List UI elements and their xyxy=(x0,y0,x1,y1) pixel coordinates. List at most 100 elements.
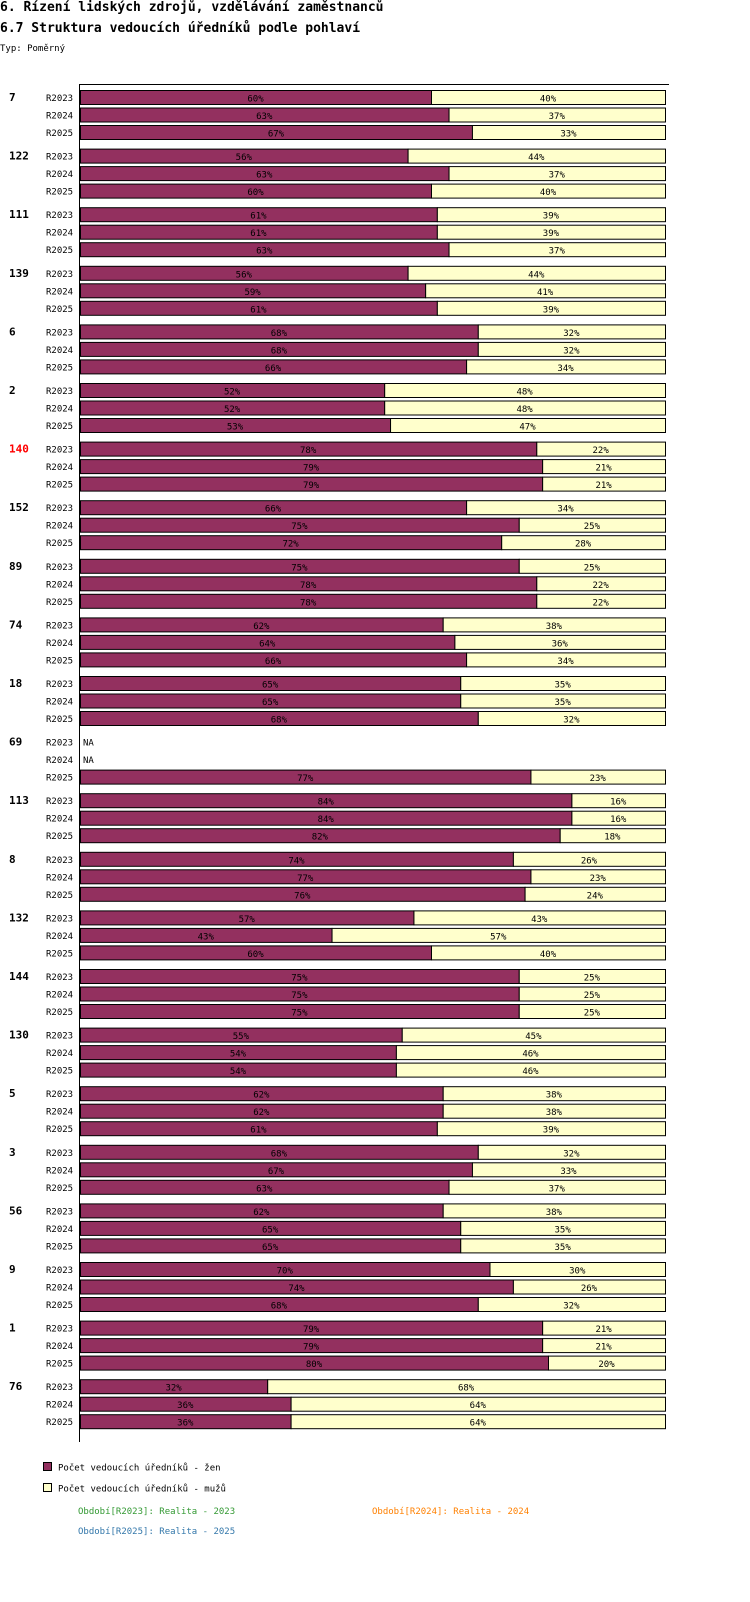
period-label: R2025 xyxy=(46,1067,73,1077)
period-label: R2024 xyxy=(46,1108,73,1118)
data-label-women: 79% xyxy=(303,464,320,474)
period-label: R2024 xyxy=(46,1049,73,1059)
group-label-1: 1 xyxy=(9,1322,16,1335)
data-label-men: 37% xyxy=(549,112,566,122)
bar-men xyxy=(477,324,666,340)
bar-men xyxy=(489,1262,666,1277)
group-label-56: 56 xyxy=(9,1204,23,1217)
bar-men xyxy=(512,851,667,867)
period-label: R2023 xyxy=(46,797,73,807)
bar-men xyxy=(571,810,667,826)
data-label-women: 65% xyxy=(262,698,279,708)
period-label: R2024 xyxy=(46,112,73,122)
data-label-women: 68% xyxy=(271,1149,288,1159)
period-note-2025: Období[R2025]: Realita - 2025 xyxy=(78,1527,235,1537)
data-label-men: 35% xyxy=(554,1243,571,1253)
period-label: R2023 xyxy=(46,446,73,456)
group-label-130: 130 xyxy=(9,1029,29,1042)
period-label: R2024 xyxy=(46,1166,73,1176)
data-label-men: 24% xyxy=(587,891,604,901)
data-label-women: 60% xyxy=(247,950,264,960)
data-label-women: 62% xyxy=(253,622,270,632)
data-label-women: 65% xyxy=(262,1225,279,1235)
data-label-men: 37% xyxy=(549,247,566,257)
bar-men xyxy=(477,711,666,726)
data-label-women: 64% xyxy=(259,639,276,649)
period-label: R2025 xyxy=(46,715,73,725)
period-label: R2023 xyxy=(46,1383,73,1393)
data-label-men: 34% xyxy=(557,364,574,374)
period-label: R2025 xyxy=(46,949,73,959)
period-label: R2025 xyxy=(46,363,73,373)
period-label: R2025 xyxy=(46,246,73,256)
bar-men xyxy=(542,1338,667,1354)
group-label-9: 9 xyxy=(9,1263,16,1276)
bar-men xyxy=(331,927,666,943)
period-label: R2024 xyxy=(46,229,73,239)
legend-swatch xyxy=(43,1483,52,1492)
data-label-women: 61% xyxy=(250,212,267,222)
group-label-18: 18 xyxy=(9,677,22,690)
data-label-men: 41% xyxy=(537,288,554,298)
data-label-men: 26% xyxy=(581,1284,598,1294)
data-label-men: 39% xyxy=(543,1126,560,1136)
data-label-women: 75% xyxy=(291,522,308,532)
data-label-men: 25% xyxy=(584,1009,601,1019)
bar-men xyxy=(536,593,666,609)
data-label-men: 38% xyxy=(546,1208,563,1218)
data-label-women: 68% xyxy=(271,346,288,356)
bar-men xyxy=(401,1027,666,1043)
period-label: R2024 xyxy=(46,1284,73,1294)
data-label-men: 28% xyxy=(575,540,592,550)
period-label: R2023 xyxy=(46,856,73,866)
period-label: R2025 xyxy=(46,1418,73,1428)
bar-men xyxy=(431,183,666,199)
bar-men xyxy=(530,769,667,785)
bar-men xyxy=(471,1162,667,1178)
data-label-men: 38% xyxy=(546,1091,563,1101)
period-label: R2023 xyxy=(46,1325,73,1335)
data-label-women: 54% xyxy=(230,1050,247,1060)
data-label-men: 20% xyxy=(598,1360,615,1370)
data-label-men: 32% xyxy=(563,1302,580,1312)
group-label-144: 144 xyxy=(9,970,29,983)
bar-men xyxy=(290,1396,666,1412)
bar-men xyxy=(542,459,667,475)
bar-men xyxy=(436,1121,666,1137)
data-label-men: 23% xyxy=(590,774,607,784)
period-label: R2024 xyxy=(46,463,73,473)
period-label: R2025 xyxy=(46,1360,73,1370)
data-label-men: 37% xyxy=(549,171,566,181)
data-label-men: 34% xyxy=(557,657,574,667)
period-label: R2025 xyxy=(46,1184,73,1194)
data-label-women: 67% xyxy=(268,1167,285,1177)
data-label-women: 61% xyxy=(250,305,267,315)
period-label: R2024 xyxy=(46,815,73,825)
data-label-men: 21% xyxy=(595,481,612,491)
data-label-men: 25% xyxy=(584,522,601,532)
data-label-women: 62% xyxy=(253,1108,270,1118)
bar-men xyxy=(395,1062,666,1078)
bar-men xyxy=(477,1144,666,1160)
data-label-men: 16% xyxy=(610,798,627,808)
data-label-men: 43% xyxy=(531,915,548,925)
bar-men xyxy=(477,341,666,357)
data-label-women: 61% xyxy=(250,1126,267,1136)
bar-men xyxy=(548,1355,666,1371)
data-label-men: 26% xyxy=(581,856,598,866)
data-label-women: 60% xyxy=(247,188,264,198)
data-label-women: 65% xyxy=(262,1243,279,1253)
group-label-7: 7 xyxy=(9,91,16,104)
bar-men xyxy=(290,1414,666,1430)
data-label-men: 57% xyxy=(490,932,507,942)
data-label-women: 63% xyxy=(256,247,273,257)
period-label: R2024 xyxy=(46,287,73,297)
period-label: R2023 xyxy=(46,1032,73,1042)
bar-men xyxy=(267,1379,666,1395)
data-label-men: 39% xyxy=(543,229,560,239)
period-label: R2023 xyxy=(46,1149,73,1159)
bar-men xyxy=(512,1279,667,1295)
data-label-men: 46% xyxy=(522,1067,539,1077)
data-label-women: 68% xyxy=(271,716,288,726)
